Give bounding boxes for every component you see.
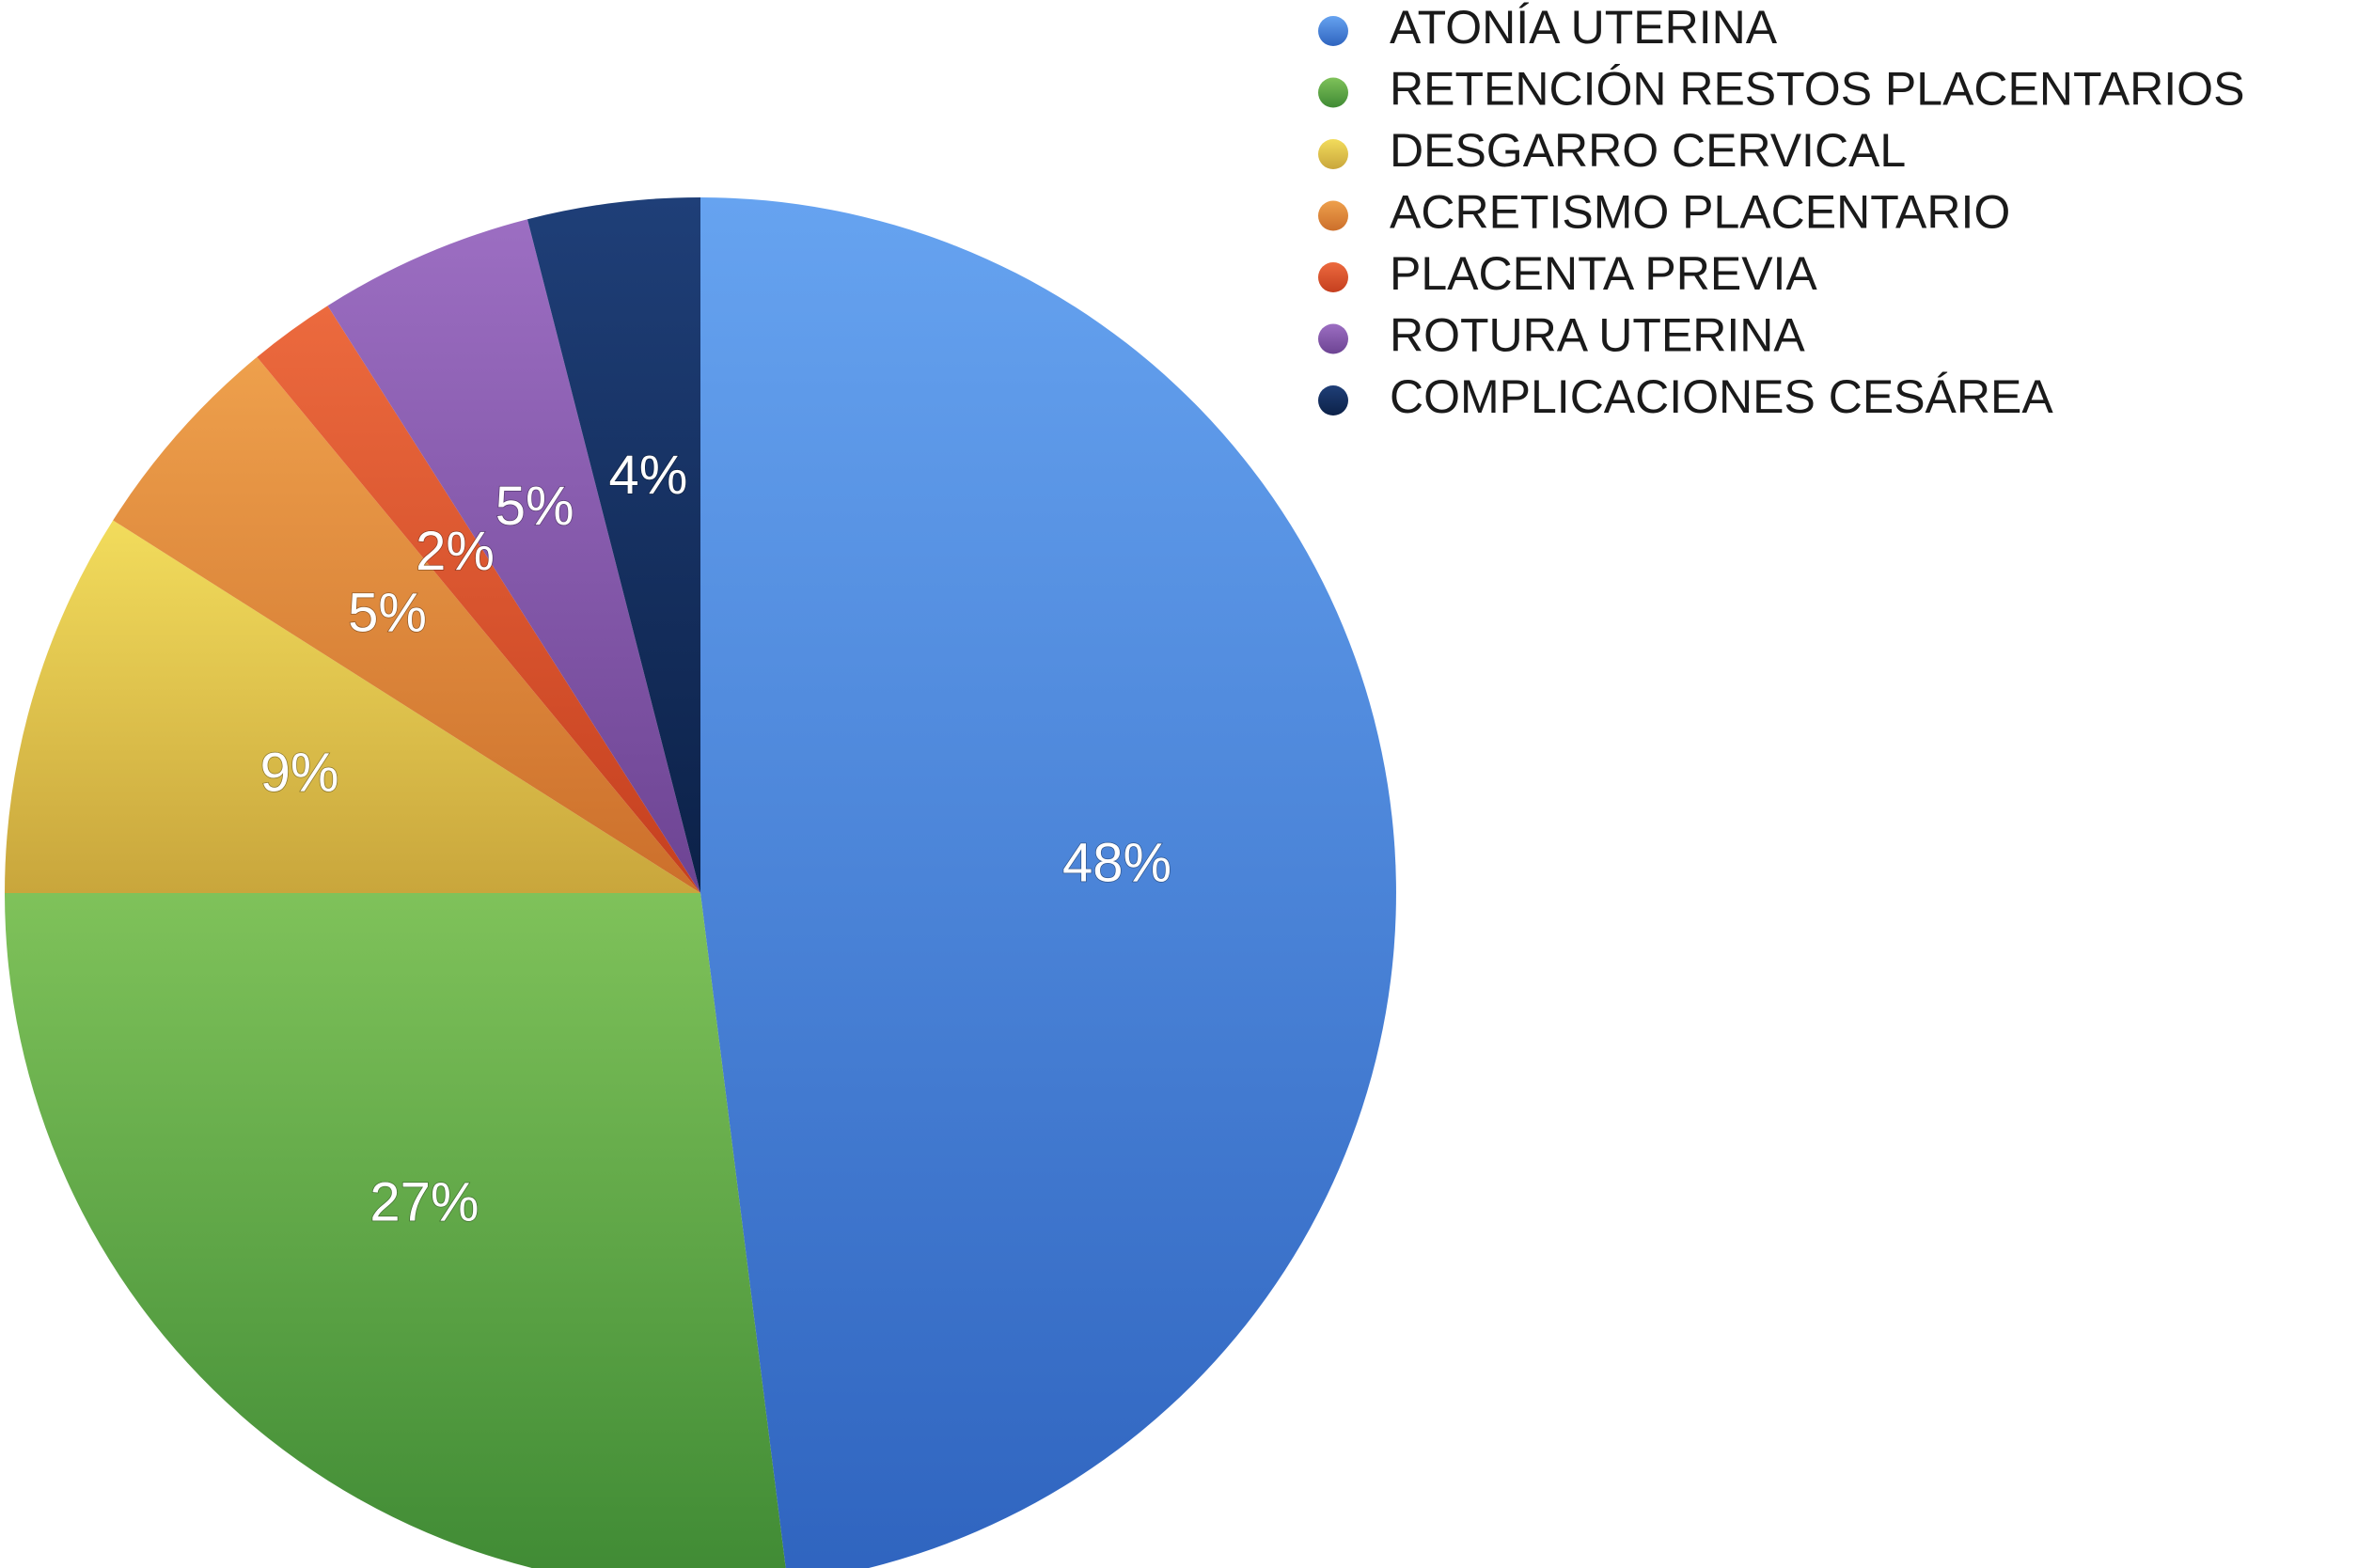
legend-item-desgarro-cervical: DESGARRO CERVICAL [1318,124,1906,177]
legend-label: ATONÍA UTERINA [1390,1,1778,54]
slice-label-acretismo-placentario: 5% [348,583,427,644]
legend-swatch [1318,385,1348,416]
pie-slice-atonia-uterina [700,197,1396,1568]
legend-label: ACRETISMO PLACENTARIO [1390,186,2010,239]
legend-item-placenta-previa: PLACENTA PREVIA [1318,247,1817,300]
legend-label: PLACENTA PREVIA [1390,247,1817,300]
pie-slice-placenta-previa [257,306,700,893]
legend-item-acretismo-placentario: ACRETISMO PLACENTARIO [1318,186,2010,239]
legend-item-complicaciones-cesarea: COMPLICACIONES CESÁREA [1318,370,2053,423]
legend-swatch [1318,323,1348,354]
slice-label-atonia-uterina: 48% [1062,832,1171,893]
slice-label-retencion-restos-placentarios: 27% [369,1171,479,1232]
legend-label: DESGARRO CERVICAL [1390,124,1906,177]
slice-label-complicaciones-cesarea: 4% [608,445,687,506]
legend-swatch [1318,16,1348,46]
legend: ATONÍA UTERINA RETENCIÓN RESTOS PLACENTAR… [1318,1,2244,423]
legend-label: ROTURA UTERINA [1390,309,1805,362]
legend-swatch [1318,200,1348,231]
pie-slice-complicaciones-cesarea [527,197,700,893]
pie-slice-acretismo-placentario [113,356,700,893]
legend-label: RETENCIÓN RESTOS PLACENTARIOS [1390,63,2244,116]
slice-label-rotura-uterina: 5% [495,476,574,537]
pie-slice-rotura-uterina [327,219,700,893]
legend-item-atonia-uterina: ATONÍA UTERINA [1318,1,1778,54]
legend-swatch [1318,77,1348,108]
legend-swatch [1318,262,1348,292]
legend-swatch [1318,139,1348,169]
legend-item-rotura-uterina: ROTURA UTERINA [1318,309,1805,362]
pie-labels: 48% 27% 9% 5%2%5% 4% [259,444,1172,1233]
slice-label-placenta-previa: 2% [416,521,495,582]
legend-label: COMPLICACIONES CESÁREA [1390,370,2053,423]
pie-slice-desgarro-cervical [5,520,700,893]
slice-label-desgarro-cervical: 9% [260,742,339,803]
legend-item-retencion-restos-placentarios: RETENCIÓN RESTOS PLACENTARIOS [1318,63,2244,116]
pie-slices [5,197,1396,1568]
pie-slice-retencion-restos-placentarios [5,893,786,1568]
